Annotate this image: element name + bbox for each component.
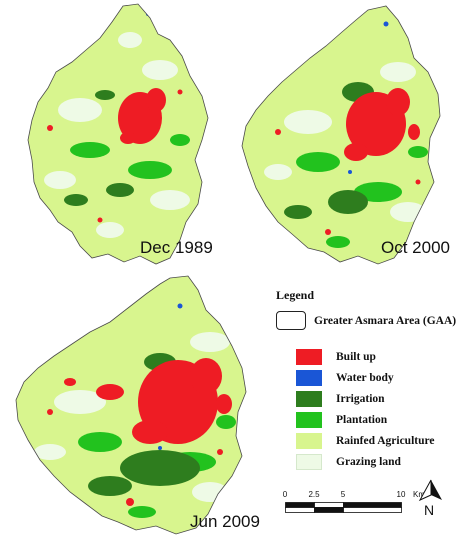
plantation-swatch [296,411,322,428]
scale-tick-5: 5 [340,490,346,499]
irrigation-swatch [296,390,322,407]
legend-label-plantation: Plantation [336,413,388,426]
land-cover-map-2000 [238,2,444,268]
legend-label-irrigation: Irrigation [336,392,385,405]
scale-tick-0: 0 [282,490,288,499]
scale-unit: Km [413,490,425,499]
boundary-label: Greater Asmara Area (GAA) [314,314,457,327]
legend-row-grazing-land: Grazing land [296,451,472,472]
north-arrow-icon [418,479,442,502]
boundary-swatch [276,311,306,330]
legend-row-built-up: Built up [296,346,472,367]
legend-boundary-row: Greater Asmara Area (GAA) [276,311,472,330]
rainfed-agriculture-swatch [296,432,322,449]
grazing-land-swatch [296,453,322,470]
legend-label-water-body: Water body [336,371,394,384]
legend-title: Legend [276,288,315,302]
legend-row-water-body: Water body [296,367,472,388]
map-date-label-2: Oct 2000 [381,238,450,257]
land-cover-map-1989 [20,0,210,268]
map-date-label-3: Jun 2009 [190,512,260,531]
legend-label-built-up: Built up [336,350,376,363]
legend-row-plantation: Plantation [296,409,472,430]
legend-label-rainfed-agriculture: Rainfed Agriculture [336,434,435,447]
scale-bar-graphic [285,502,402,513]
scale-tick-2-5: 2.5 [308,490,320,499]
legend-row-irrigation: Irrigation [296,388,472,409]
built-up-swatch [296,348,322,365]
scale-bar: 0 2.5 5 10 Km [282,490,431,530]
legend-row-rainfed-agriculture: Rainfed Agriculture [296,430,472,451]
map-legend: Legend Greater Asmara Area (GAA) Built u… [276,288,472,472]
scale-tick-10: 10 [396,490,406,499]
legend-label-grazing-land: Grazing land [336,455,401,468]
water-body-swatch [296,369,322,386]
map-date-label-1: Dec 1989 [140,238,213,257]
land-cover-map-2009 [10,272,272,540]
north-label: N [424,502,435,518]
